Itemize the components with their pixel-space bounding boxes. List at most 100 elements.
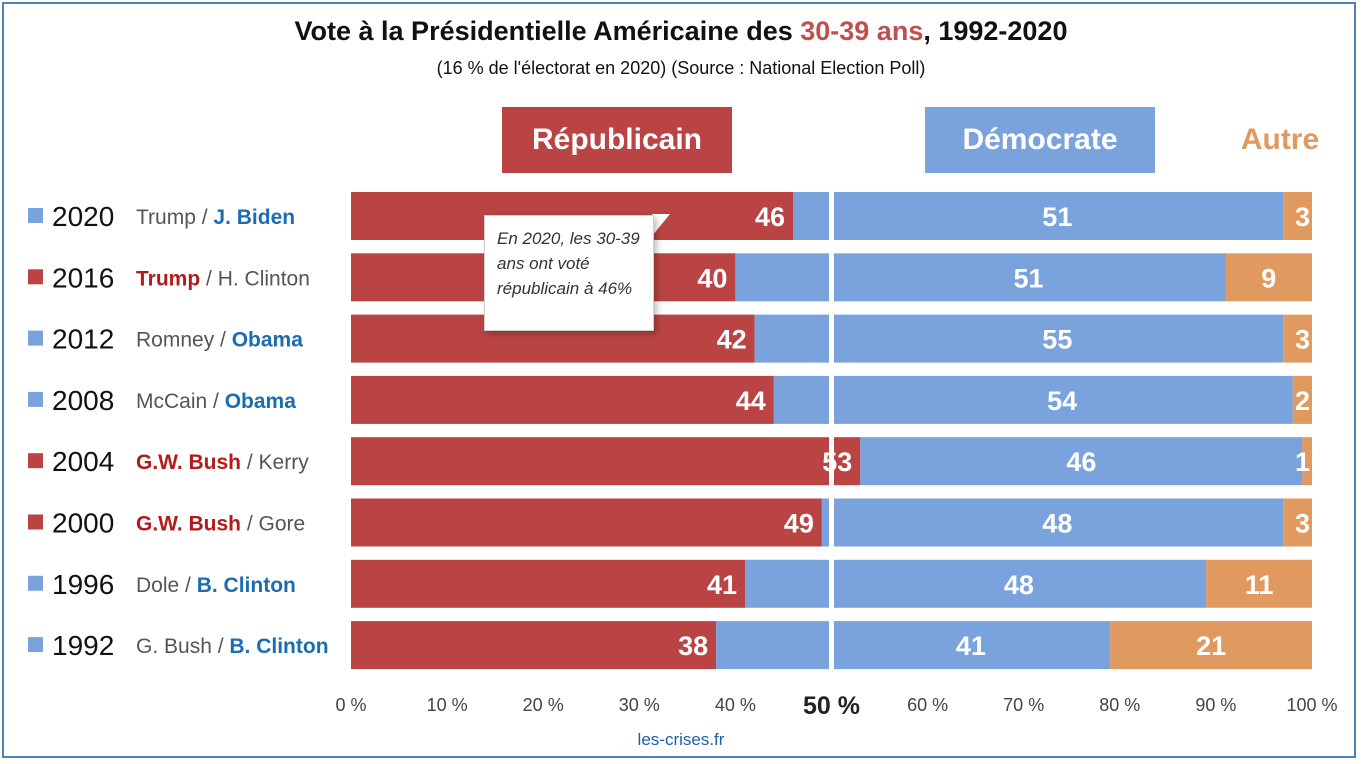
bar-other xyxy=(1302,437,1312,486)
candidate-democrat: B. Clinton xyxy=(197,574,296,597)
bar-democrat xyxy=(745,559,1207,608)
value-label-other: 21 xyxy=(1196,631,1226,661)
bar-republican xyxy=(351,559,746,608)
bar-other xyxy=(1225,253,1312,302)
bar-democrat xyxy=(735,253,1226,302)
winner-marker xyxy=(28,514,43,530)
value-label-democrat: 55 xyxy=(1042,325,1072,355)
value-label-republican: 42 xyxy=(717,325,747,355)
value-label-democrat: 46 xyxy=(1066,447,1096,477)
header-republican: Républicain xyxy=(502,107,732,173)
candidate-separator: / xyxy=(241,513,259,536)
bar-democrat xyxy=(773,375,1293,424)
candidates-label: G. Bush / B. Clinton xyxy=(136,635,329,658)
chart-title: Vote à la Présidentielle Américaine des … xyxy=(0,16,1362,47)
winner-marker xyxy=(28,269,43,285)
bar-other xyxy=(1283,192,1312,240)
value-label-republican: 41 xyxy=(707,570,737,600)
bar-other xyxy=(1283,498,1312,547)
candidate-separator: / xyxy=(212,635,230,658)
candidate-republican: Trump xyxy=(136,206,196,229)
value-label-republican: 53 xyxy=(822,447,852,477)
winner-marker xyxy=(28,391,43,407)
candidate-republican: Dole xyxy=(136,574,179,597)
bar-democrat xyxy=(754,314,1284,363)
callout-note: En 2020, les 30-39 ans ont voté républic… xyxy=(484,215,654,331)
value-label-republican: 44 xyxy=(736,386,766,416)
candidate-republican: G.W. Bush xyxy=(136,513,241,536)
x-tick-label: 40 % xyxy=(715,695,756,715)
candidate-republican: G. Bush xyxy=(136,635,212,658)
x-tick-label: 20 % xyxy=(523,695,564,715)
x-tick-label: 80 % xyxy=(1099,695,1140,715)
value-label-democrat: 51 xyxy=(1042,202,1072,232)
year-label: 1992 xyxy=(52,630,114,661)
value-label-other: 2 xyxy=(1295,386,1310,416)
candidates-label: G.W. Bush / Gore xyxy=(136,513,305,536)
value-label-democrat: 51 xyxy=(1013,263,1043,293)
candidate-separator: / xyxy=(207,390,225,413)
chart-subtitle: (16 % de l'électorat en 2020) (Source : … xyxy=(436,58,926,78)
candidate-separator: / xyxy=(241,451,259,474)
bar-other xyxy=(1283,314,1312,363)
year-label: 2000 xyxy=(52,508,114,539)
x-tick-label: 30 % xyxy=(619,695,660,715)
year-label: 2008 xyxy=(52,385,114,416)
bar-republican xyxy=(351,498,822,547)
candidate-democrat: Gore xyxy=(259,513,306,536)
candidate-separator: / xyxy=(179,574,197,597)
bar-other xyxy=(1206,559,1312,608)
year-label: 2016 xyxy=(52,262,114,293)
bar-democrat xyxy=(716,621,1111,670)
winner-marker xyxy=(28,453,43,469)
candidate-republican: McCain xyxy=(136,390,207,413)
year-label: 2004 xyxy=(52,446,114,477)
candidates-label: G.W. Bush / Kerry xyxy=(136,451,309,474)
winner-marker xyxy=(28,208,43,223)
x-tick-label: 60 % xyxy=(907,695,948,715)
value-label-democrat: 54 xyxy=(1047,386,1077,416)
candidate-separator: / xyxy=(214,329,232,352)
value-label-republican: 40 xyxy=(697,263,727,293)
value-label-other: 3 xyxy=(1295,509,1310,539)
value-label-democrat: 41 xyxy=(956,631,986,661)
value-label-other: 3 xyxy=(1295,202,1310,232)
bar-republican xyxy=(351,621,717,670)
callout-tail xyxy=(652,214,670,236)
value-label-republican: 38 xyxy=(678,631,708,661)
x-tick-label: 50 % xyxy=(803,692,860,720)
year-label: 2012 xyxy=(52,324,114,355)
candidate-republican: G.W. Bush xyxy=(136,451,241,474)
value-label-republican: 46 xyxy=(755,202,785,232)
bar-other xyxy=(1110,621,1312,670)
value-label-democrat: 48 xyxy=(1042,509,1072,539)
candidates-label: Romney / Obama xyxy=(136,329,303,352)
x-tick-label: 10 % xyxy=(427,695,468,715)
candidates-label: Trump / H. Clinton xyxy=(136,267,310,290)
winner-marker xyxy=(28,637,43,653)
bar-other xyxy=(1292,375,1312,424)
candidate-separator: / xyxy=(200,267,218,290)
value-label-other: 11 xyxy=(1245,570,1274,600)
title-highlight: 30-39 ans xyxy=(800,16,924,46)
bar-democrat xyxy=(793,192,1284,240)
winner-marker xyxy=(28,330,43,346)
winner-marker xyxy=(28,575,43,591)
x-tick-label: 0 % xyxy=(335,695,366,715)
candidate-republican: Trump xyxy=(136,267,200,290)
candidate-republican: Romney xyxy=(136,329,215,352)
candidate-separator: / xyxy=(196,206,214,229)
candidates-label: McCain / Obama xyxy=(136,390,296,413)
title-prefix: Vote à la Présidentielle Américaine des xyxy=(294,16,801,46)
x-tick-label: 70 % xyxy=(1003,695,1044,715)
x-tick-label: 100 % xyxy=(1286,695,1337,715)
candidate-democrat: Obama xyxy=(225,390,297,413)
bar-republican xyxy=(351,375,774,424)
candidate-democrat: J. Biden xyxy=(213,206,295,229)
year-label: 1996 xyxy=(52,569,114,600)
title-suffix: , 1992-2020 xyxy=(923,16,1068,46)
candidate-democrat: Obama xyxy=(232,329,304,352)
candidate-democrat: Kerry xyxy=(259,451,310,474)
